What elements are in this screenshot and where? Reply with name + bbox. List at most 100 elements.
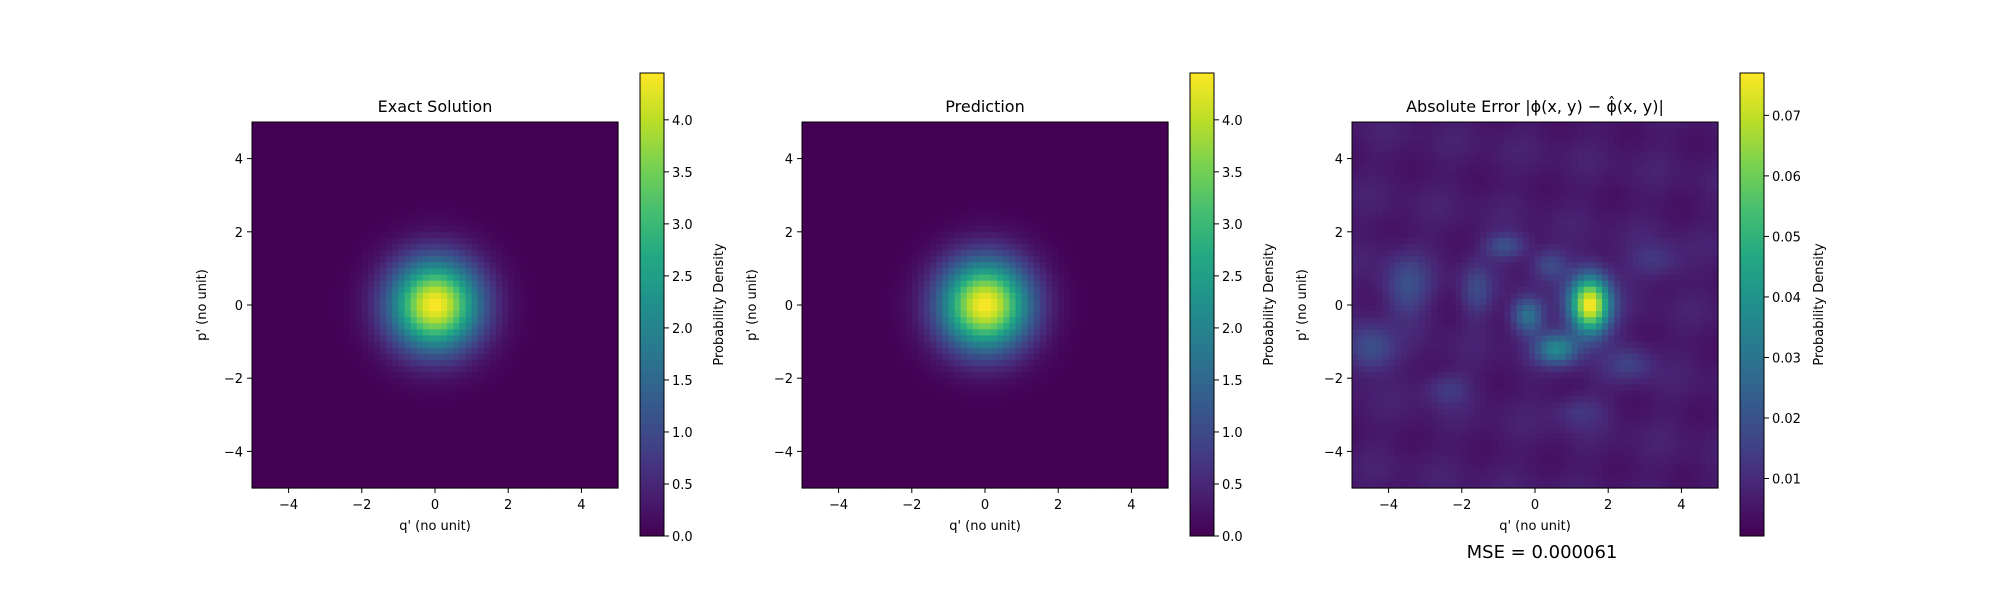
heatmap-cell [820, 164, 827, 172]
heatmap-cell [496, 219, 503, 227]
heatmap-cell [899, 237, 907, 245]
heatmap-cell [483, 298, 491, 306]
heatmap-cell [850, 298, 858, 306]
heatmap-cell [343, 176, 351, 184]
heatmap-cell [282, 445, 290, 452]
heatmap-cell [270, 329, 277, 337]
heatmap-cell [550, 140, 558, 147]
heatmap-cell [477, 219, 485, 227]
heatmap-cell [276, 189, 284, 196]
heatmap-cell [471, 396, 479, 404]
heatmap-cell [343, 268, 351, 276]
heatmap-cell [453, 475, 460, 483]
heatmap-cell [814, 347, 821, 355]
heatmap-cell [264, 286, 271, 294]
heatmap-cell [319, 457, 326, 465]
heatmap-cell [300, 152, 308, 160]
heatmap-cell [380, 170, 387, 178]
heatmap-cell [325, 158, 332, 166]
heatmap-cell [349, 457, 357, 465]
heatmap-cell [264, 366, 271, 373]
heatmap-cell [905, 341, 913, 349]
heatmap-cell [593, 250, 601, 257]
heatmap-cell [447, 359, 454, 367]
heatmap-cell [325, 128, 332, 135]
heatmap-cell [544, 341, 552, 349]
heatmap-cell [593, 366, 601, 373]
heatmap-cell [313, 274, 320, 282]
heatmap-cell [343, 134, 351, 141]
heatmap-cell [899, 274, 907, 282]
heatmap-cell [459, 347, 467, 355]
heatmap-cell [428, 244, 436, 251]
heatmap-cell [832, 122, 840, 129]
heatmap-cell [611, 481, 619, 489]
heatmap-cell [605, 445, 613, 452]
heatmap-cell [520, 372, 528, 379]
heatmap-cell [520, 146, 528, 154]
heatmap-cell [875, 250, 882, 257]
heatmap-cell [856, 481, 864, 489]
heatmap-cell [544, 323, 552, 330]
heatmap-cell [453, 439, 460, 446]
heatmap-cell [905, 128, 913, 135]
heatmap-cell [367, 475, 375, 483]
heatmap-cell [911, 427, 919, 434]
heatmap-cell [514, 372, 521, 379]
heatmap-cell [404, 366, 412, 373]
heatmap-cell [844, 256, 852, 263]
heatmap-cell [893, 256, 901, 263]
heatmap-cell [802, 176, 809, 184]
heatmap-cell [410, 280, 418, 288]
heatmap-cell [392, 225, 399, 233]
heatmap-cell [428, 311, 436, 318]
heatmap-cell [441, 237, 448, 245]
heatmap-cell [398, 225, 406, 233]
heatmap-cell [569, 463, 576, 471]
heatmap-cell [392, 378, 399, 385]
heatmap-cell [343, 256, 351, 263]
heatmap-cell [367, 274, 375, 282]
heatmap-cell [270, 183, 277, 190]
heatmap-cell [319, 250, 326, 257]
heatmap-cell [386, 402, 393, 410]
heatmap-cell [930, 176, 937, 184]
heatmap-cell [453, 481, 460, 489]
heatmap-cell [550, 122, 558, 129]
heatmap-cell [856, 140, 864, 147]
heatmap-cell [483, 286, 491, 294]
heatmap-cell [374, 274, 381, 282]
heatmap-cell [599, 274, 607, 282]
heatmap-cell [587, 298, 595, 306]
heatmap-cell [887, 396, 895, 404]
heatmap-cell [557, 262, 564, 269]
heatmap-cell [532, 183, 540, 190]
heatmap-cell [526, 475, 534, 483]
heatmap-cell [422, 146, 430, 154]
heatmap-cell [300, 311, 308, 318]
heatmap-cell [392, 128, 399, 135]
heatmap-cell [294, 396, 302, 404]
heatmap-cell [917, 152, 925, 160]
heatmap-cell [887, 201, 895, 208]
heatmap-cell [526, 176, 534, 184]
heatmap-cell [447, 323, 454, 330]
heatmap-cell [496, 335, 503, 343]
heatmap-cell [575, 366, 582, 373]
heatmap-cell [538, 183, 546, 190]
heatmap-cell [471, 359, 479, 367]
heatmap-cell [605, 122, 613, 129]
heatmap-cell [557, 195, 564, 202]
heatmap-cell [459, 268, 467, 276]
heatmap-cell [374, 237, 381, 245]
heatmap-cell [917, 384, 925, 391]
heatmap-cell [325, 445, 332, 452]
heatmap-cell [252, 420, 259, 428]
heatmap-cell [374, 176, 381, 184]
heatmap-cell [887, 378, 895, 385]
heatmap-cell [820, 329, 827, 337]
heatmap-cell [282, 384, 290, 391]
heatmap-cell [392, 481, 399, 489]
heatmap-cell [447, 366, 454, 373]
heatmap-cell [300, 183, 308, 190]
